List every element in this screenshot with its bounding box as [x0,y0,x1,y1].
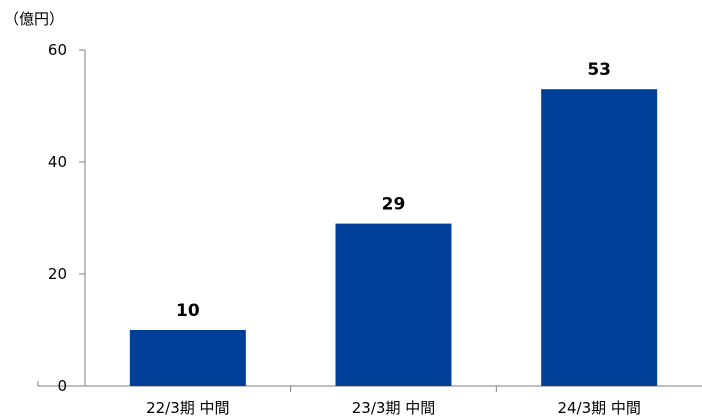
y-tick-label-60: 60 [48,41,67,59]
y-tick-label-0: 0 [57,377,67,395]
data-label-1: 10 [176,301,200,321]
bar-2 [335,223,452,386]
category-label-3: 24/3期 中間 [557,399,640,417]
category-label-2: 23/3期 中間 [352,399,435,417]
data-label-3: 53 [587,60,611,80]
bar-3 [541,89,658,386]
y-axis-unit-label: （億円） [4,10,64,28]
labels: 0 20 40 60 10 22/3期 中間 29 23/3期 中間 53 24/3期 中間 [48,41,641,417]
y-tick-label-20: 20 [48,265,67,283]
bars [129,89,658,386]
category-label-1: 22/3期 中間 [146,399,229,417]
bar-1 [129,330,246,386]
data-label-2: 29 [382,195,406,215]
y-tick-label-40: 40 [48,153,67,171]
